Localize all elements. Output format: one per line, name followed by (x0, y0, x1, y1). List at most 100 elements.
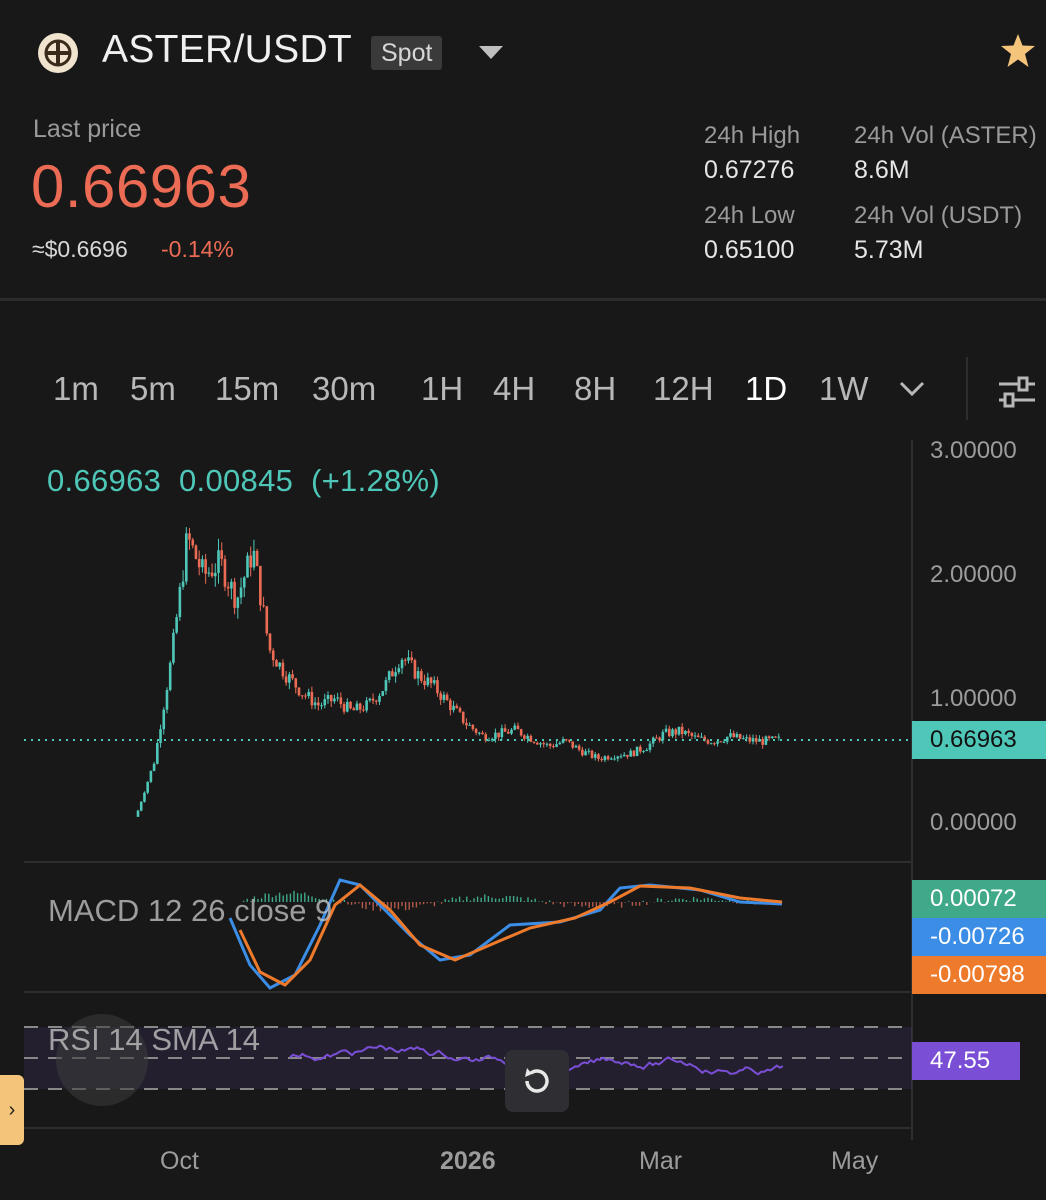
ohlc-price: 0.66963 (47, 463, 162, 498)
tab-4h[interactable]: 4H (493, 370, 536, 407)
candle-body (204, 559, 207, 574)
candle-body (568, 739, 571, 742)
candle-body (445, 694, 449, 701)
tab-1m[interactable]: 1m (53, 370, 99, 407)
tab-5m[interactable]: 5m (130, 370, 176, 407)
candle-body (719, 741, 723, 743)
candle-body (458, 708, 462, 712)
settings-sliders-icon[interactable] (997, 372, 1037, 417)
candle-body (162, 709, 166, 730)
candle-body (577, 745, 581, 750)
candle-body (455, 705, 459, 709)
candle-body (410, 657, 413, 661)
candle-body (449, 700, 452, 711)
reset-chart-button[interactable] (505, 1050, 569, 1112)
candle-body (555, 744, 558, 747)
candle-body (271, 650, 275, 661)
candle-body (529, 735, 533, 742)
candle-body (548, 743, 552, 747)
candle-body (651, 737, 655, 744)
candle-body (735, 733, 739, 738)
candle-body (590, 750, 594, 758)
candle-body (584, 751, 587, 756)
candle-body (619, 756, 623, 758)
candle-body (748, 737, 752, 742)
candle-body (442, 694, 446, 700)
header-divider (0, 298, 1046, 301)
y-tick: 3.00000 (930, 437, 1017, 464)
candle-body (468, 724, 471, 726)
candle-body (677, 726, 681, 735)
tab-12h[interactable]: 12H (653, 370, 714, 407)
price-chart[interactable] (0, 440, 1046, 1140)
candle-body (761, 739, 764, 745)
candle-body (191, 539, 195, 546)
candle-body (139, 801, 143, 811)
candle-body (207, 572, 211, 574)
macd-panel (228, 878, 783, 990)
candle-body (481, 732, 484, 735)
candle-body (668, 728, 671, 737)
macd-signal-line (238, 883, 783, 987)
vol-base-value: 8.6M (854, 156, 910, 184)
candle-body (680, 726, 684, 735)
candle-body (487, 740, 491, 742)
chevron-down-icon[interactable] (898, 380, 926, 403)
candle-body (407, 657, 410, 661)
candle-body (684, 730, 687, 735)
candle-body (597, 754, 600, 760)
candle-body (288, 674, 291, 683)
tab-1h[interactable]: 1H (421, 370, 464, 407)
candle-body (336, 697, 339, 699)
candle-body (423, 680, 426, 686)
candle-body (600, 759, 603, 761)
pair-title[interactable]: ASTER/USDT (102, 28, 353, 71)
candle-body (246, 555, 249, 578)
candle-body (197, 558, 201, 568)
candle-body (494, 732, 497, 739)
candle-body (700, 736, 703, 738)
candle-body (471, 724, 475, 729)
candle-body (420, 671, 423, 681)
candle-body (558, 742, 562, 745)
chevron-down-icon[interactable] (477, 44, 505, 67)
candle-body (564, 739, 568, 741)
candle-body (249, 555, 252, 568)
candle-body (284, 676, 288, 683)
candle-body (532, 741, 536, 743)
ohlc-readout: 0.66963 0.00845 (+1.28%) (47, 463, 440, 499)
tab-1w[interactable]: 1W (819, 370, 869, 407)
candle-body (233, 581, 236, 608)
candle-body (661, 731, 665, 741)
x-tick: May (831, 1147, 879, 1175)
candle-body (242, 577, 246, 588)
candle-body (230, 581, 233, 589)
candle-body (478, 732, 481, 734)
side-panel-toggle[interactable]: › (0, 1075, 24, 1145)
candle-body (378, 695, 381, 702)
tab-1d[interactable]: 1D (745, 370, 788, 407)
candle-body (713, 743, 716, 745)
candle-body (754, 738, 758, 742)
candle-body (426, 677, 430, 686)
candle-body (716, 741, 719, 744)
candle-body (606, 756, 610, 760)
candle-body (323, 699, 327, 706)
candle-body (304, 695, 307, 697)
candle-body (497, 732, 500, 738)
candle-body (400, 659, 404, 669)
candle-body (729, 733, 732, 737)
tab-30m[interactable]: 30m (312, 370, 377, 407)
candle-body (490, 738, 494, 741)
candle-body (194, 545, 198, 559)
tab-8h[interactable]: 8H (574, 370, 617, 407)
candle-body (181, 581, 185, 587)
star-icon[interactable] (999, 32, 1037, 75)
candle-body (429, 677, 433, 684)
candle-body (526, 735, 529, 739)
candle-body (220, 550, 224, 560)
candle-body (642, 751, 645, 753)
candle-body (523, 735, 526, 739)
tab-15m[interactable]: 15m (215, 370, 280, 407)
candle-body (403, 659, 407, 661)
